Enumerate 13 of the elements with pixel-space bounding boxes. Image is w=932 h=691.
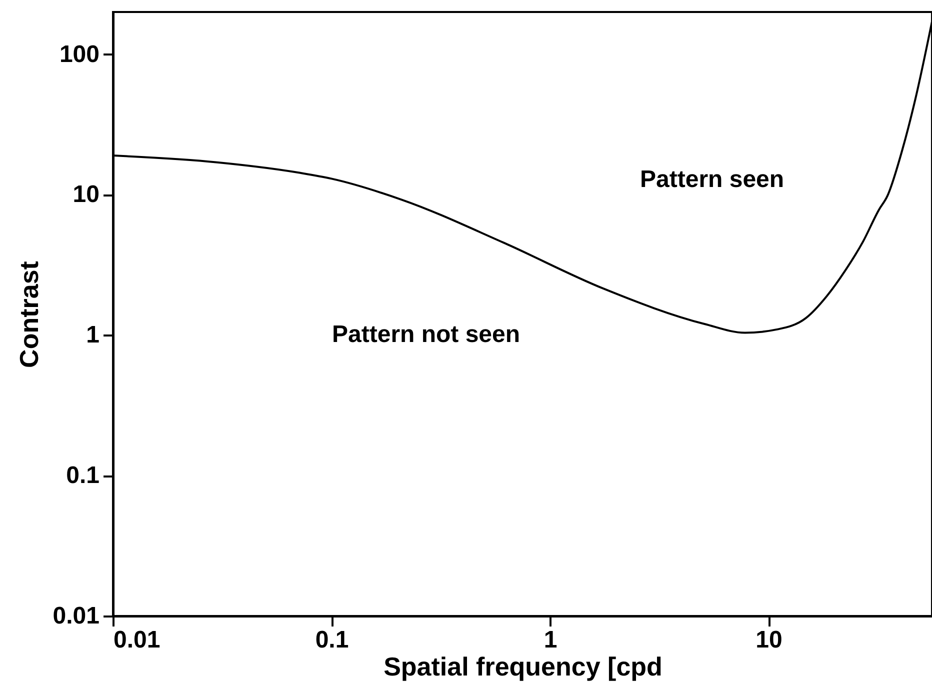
- x-tick-label: 10: [756, 626, 782, 654]
- annotation: Pattern not seen: [332, 321, 520, 348]
- y-tick-label: 1: [86, 322, 100, 349]
- x-tick-label: 1: [544, 626, 558, 654]
- y-tick-label: 100: [59, 40, 100, 68]
- x-tick-label: 0.1: [315, 626, 349, 654]
- annotation: Pattern seen: [640, 166, 784, 193]
- x-axis-title: Spatial frequency [cpd: [384, 652, 662, 682]
- y-tick-label: 0.01: [52, 602, 100, 630]
- x-tick-label: 0.01: [114, 626, 160, 654]
- y-tick-label: 0.1: [66, 462, 100, 490]
- y-axis-title: Contrast: [14, 260, 44, 368]
- y-tick-label: 10: [72, 181, 100, 208]
